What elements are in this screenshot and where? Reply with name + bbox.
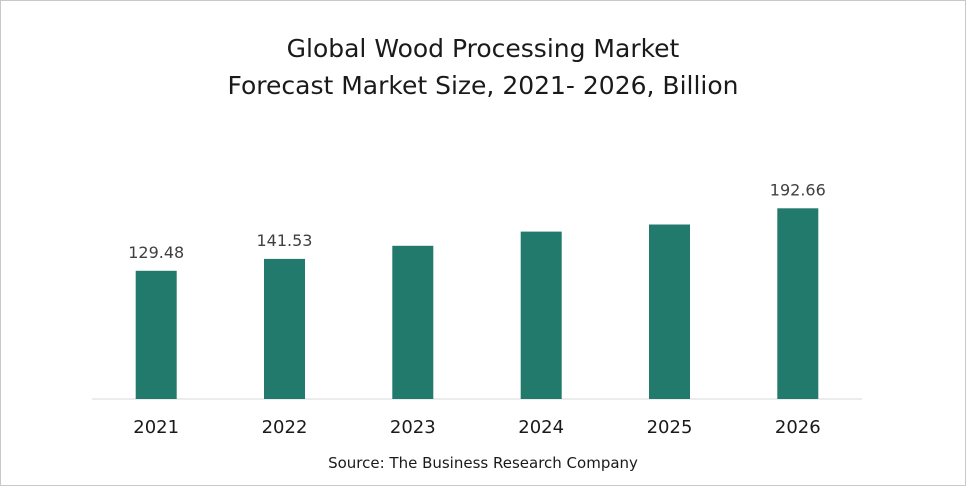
x-tick-label-2023: 2023: [390, 417, 436, 438]
bar-2022: [264, 258, 305, 399]
bar-2021: [135, 270, 177, 399]
x-tick-label-2021: 2021: [133, 417, 179, 438]
bar-2025: [649, 224, 690, 399]
data-label-2021: 129.48: [128, 243, 184, 262]
bar-2023: [392, 245, 434, 399]
x-tick-label-2022: 2022: [262, 417, 308, 438]
chart-subtitle: Forecast Market Size, 2021- 2026, Billio…: [227, 71, 739, 100]
data-label-2026: 192.66: [770, 180, 826, 199]
bar-2024: [520, 231, 562, 399]
chart-title: Global Wood Processing Market: [286, 34, 680, 63]
source-note: Source: The Business Research Company: [328, 454, 638, 472]
data-label-2022: 141.53: [257, 231, 313, 250]
x-tick-label-2025: 2025: [647, 417, 693, 438]
x-tick-label-2024: 2024: [518, 417, 564, 438]
x-tick-label-2026: 2026: [775, 417, 821, 438]
bar-2026: [777, 208, 819, 399]
